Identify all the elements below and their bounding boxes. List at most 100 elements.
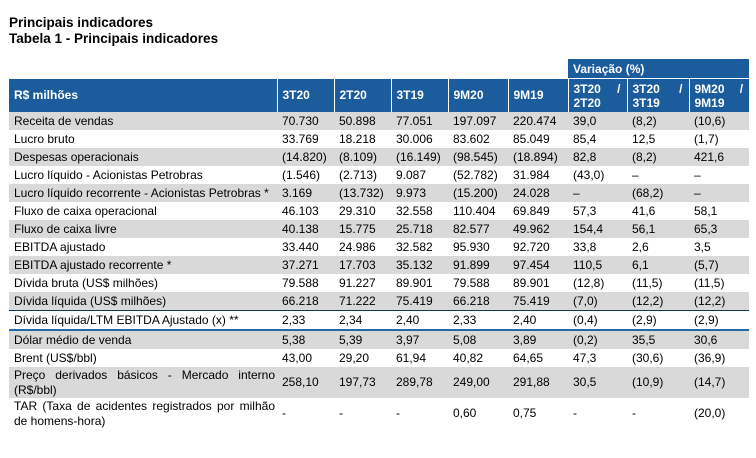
row-value-9m19: 24.028 bbox=[513, 185, 550, 200]
row-value-9m20: 40,82 bbox=[453, 350, 484, 365]
table-row: Dívida bruta (US$ milhões) 79.588 91.227… bbox=[9, 274, 750, 292]
row-value-3t20: (1.546) bbox=[282, 167, 321, 182]
row-label: Lucro líquido - Acionistas Petrobras bbox=[14, 167, 203, 182]
column-header-9m20: 9M20 bbox=[447, 78, 508, 112]
row-value-3t19: 89.901 bbox=[396, 275, 433, 290]
row-value-2t20: 29,20 bbox=[339, 350, 370, 365]
table-row: TAR (Taxa de acidentes registrados por m… bbox=[9, 398, 750, 429]
column-header-3t20: 3T20 bbox=[276, 78, 334, 112]
row-value-9m19: 2,40 bbox=[508, 310, 568, 330]
row-value-2t20: 197,73 bbox=[339, 375, 376, 390]
row-value-var-9m20-9m19: (20,0) bbox=[694, 406, 726, 421]
row-value-2t20: (13.732) bbox=[339, 185, 384, 200]
table-row: Preço derivados básicos - Mercado intern… bbox=[9, 367, 750, 398]
row-label: Dívida líquida/LTM EBITDA Ajustado (x) *… bbox=[9, 310, 277, 330]
row-value-9m19: 3,89 bbox=[508, 329, 568, 349]
var-numerator: 9M20 bbox=[694, 81, 725, 96]
row-value-var-3t20-2t20: (43,0) bbox=[573, 167, 605, 182]
table-row: Brent (US$/bbl) 43,00 29,20 61,94 40,82 … bbox=[9, 349, 750, 367]
row-value-3t20: - bbox=[282, 406, 286, 421]
row-value-2t20: 18.218 bbox=[339, 131, 376, 146]
row-value-9m19: (18.894) bbox=[513, 149, 558, 164]
row-value-3t20: 37.271 bbox=[282, 257, 319, 272]
row-value-var-9m20-9m19: (11,5) bbox=[694, 275, 725, 290]
row-value-var-3t20-3t19: (30,6) bbox=[632, 350, 664, 365]
column-header-3t19: 3T19 bbox=[390, 78, 448, 112]
row-value-9m20: 95.930 bbox=[453, 239, 490, 254]
row-value-2t20: - bbox=[339, 406, 343, 421]
var-numerator: 3T20 bbox=[573, 81, 601, 96]
row-value-3t20: 5,38 bbox=[277, 329, 334, 349]
row-label: Fluxo de caixa livre bbox=[14, 221, 117, 236]
row-label: EBITDA ajustado bbox=[14, 239, 106, 254]
row-value-3t20: 2,33 bbox=[277, 310, 334, 330]
row-value-3t19: 9.973 bbox=[396, 185, 427, 200]
row-value-var-3t20-2t20: 57,3 bbox=[573, 203, 597, 218]
row-value-var-3t20-3t19: 41,6 bbox=[632, 203, 656, 218]
table-row: Fluxo de caixa operacional 46.103 29.310… bbox=[9, 202, 750, 220]
row-value-3t19: 61,94 bbox=[396, 350, 427, 365]
var-denominator: 3T19 bbox=[632, 95, 660, 110]
row-value-var-9m20-9m19: 58,1 bbox=[694, 203, 718, 218]
row-value-var-9m20-9m19: 30,6 bbox=[689, 329, 750, 349]
row-value-9m20: 83.602 bbox=[453, 131, 490, 146]
row-label: Dólar médio de venda bbox=[9, 329, 277, 349]
slash-separator: / bbox=[739, 81, 744, 96]
column-header-var-9m20-9m19: 9M20 / 9M19 bbox=[688, 78, 750, 112]
row-value-9m20: 0,60 bbox=[453, 406, 477, 421]
row-value-2t20: (8.109) bbox=[339, 149, 378, 164]
row-value-2t20: (2.713) bbox=[339, 167, 378, 182]
row-value-9m19: 89.901 bbox=[513, 275, 550, 290]
row-value-var-3t20-3t19: - bbox=[632, 406, 636, 421]
row-value-var-3t20-3t19: 56,1 bbox=[632, 221, 656, 236]
var-denominator: 2T20 bbox=[573, 95, 601, 110]
table-row: EBITDA ajustado 33.440 24.986 32.582 95.… bbox=[9, 238, 750, 256]
row-value-9m20: 249,00 bbox=[453, 375, 490, 390]
row-value-9m20: (52.782) bbox=[453, 167, 498, 182]
row-value-var-9m20-9m19: (1,7) bbox=[694, 131, 719, 146]
page-title: Principais indicadores bbox=[9, 15, 154, 30]
table-row: Lucro líquido recorrente - Acionistas Pe… bbox=[9, 184, 750, 202]
row-value-var-3t20-3t19: (8,2) bbox=[632, 113, 657, 128]
row-value-9m19: 92.720 bbox=[513, 239, 550, 254]
row-value-3t19: 32.582 bbox=[396, 239, 433, 254]
row-value-var-3t20-2t20: (0,4) bbox=[568, 310, 627, 330]
row-value-3t20: 33.440 bbox=[282, 239, 319, 254]
row-value-3t19: 9.087 bbox=[396, 167, 427, 182]
header-spacer bbox=[9, 59, 568, 79]
row-value-3t19: 75.419 bbox=[396, 293, 433, 308]
row-value-9m19: 85.049 bbox=[513, 131, 550, 146]
row-value-2t20: 91.227 bbox=[339, 275, 376, 290]
row-value-3t20: 79.588 bbox=[282, 275, 319, 290]
table-row: EBITDA ajustado recorrente * 37.271 17.7… bbox=[9, 256, 750, 274]
row-value-3t20: 258,10 bbox=[282, 375, 319, 390]
table-row: Lucro líquido - Acionistas Petrobras (1.… bbox=[9, 166, 750, 184]
table-caption: Tabela 1 - Principais indicadores bbox=[9, 31, 219, 46]
table-row: Despesas operacionais (14.820) (8.109) (… bbox=[9, 148, 750, 166]
row-value-9m20: (15.200) bbox=[453, 185, 498, 200]
row-value-9m19: 69.849 bbox=[513, 203, 550, 218]
row-value-3t19: 35.132 bbox=[396, 257, 433, 272]
row-value-var-3t20-2t20: - bbox=[573, 406, 577, 421]
table-row: Lucro bruto 33.769 18.218 30.006 83.602 … bbox=[9, 130, 750, 148]
row-label: Fluxo de caixa operacional bbox=[14, 203, 157, 218]
row-label: Despesas operacionais bbox=[14, 149, 139, 164]
row-value-var-9m20-9m19: (14,7) bbox=[694, 375, 726, 390]
row-value-2t20: 2,34 bbox=[334, 310, 391, 330]
indicators-table: Variação (%) R$ milhões 3T20 2T20 3T19 9… bbox=[9, 59, 750, 429]
variation-header-row: Variação (%) bbox=[9, 59, 750, 79]
column-header-unit: R$ milhões bbox=[9, 78, 277, 112]
row-value-9m20: 110.404 bbox=[453, 203, 496, 218]
row-value-9m19: 75.419 bbox=[513, 293, 550, 308]
table-row: Receita de vendas 70.730 50.898 77.051 1… bbox=[9, 112, 750, 130]
row-value-2t20: 50.898 bbox=[339, 113, 376, 128]
row-value-3t19: 77.051 bbox=[396, 113, 433, 128]
row-value-var-9m20-9m19: (5,7) bbox=[694, 257, 719, 272]
row-value-3t20: 70.730 bbox=[282, 113, 319, 128]
row-value-3t20: 3.169 bbox=[282, 185, 313, 200]
row-value-var-9m20-9m19: (12,2) bbox=[694, 293, 726, 308]
row-value-2t20: 29.310 bbox=[339, 203, 376, 218]
column-header-var-3t20-3t19: 3T20 / 3T19 bbox=[626, 78, 689, 112]
row-value-9m19: 49.962 bbox=[513, 221, 550, 236]
row-value-var-9m20-9m19: (10,6) bbox=[694, 113, 726, 128]
